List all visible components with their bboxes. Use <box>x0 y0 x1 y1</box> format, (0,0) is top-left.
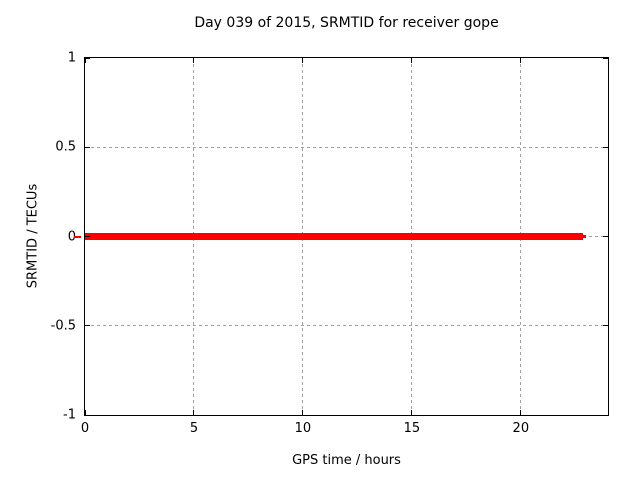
y-tick-mark-right <box>603 325 608 327</box>
y-tick-mark-left <box>85 414 90 416</box>
x-tick-mark-top <box>84 58 86 63</box>
y-gridline <box>85 146 608 148</box>
x-tick-mark-top <box>302 58 304 63</box>
x-tick-label: 10 <box>294 421 312 436</box>
y-tick-label: 1 <box>67 50 76 66</box>
x-tick-mark-bottom <box>84 410 86 415</box>
x-tick-mark-bottom <box>411 410 413 415</box>
y-tick-mark-right <box>603 146 608 148</box>
chart-title: Day 039 of 2015, SRMTID for receiver gop… <box>194 15 499 31</box>
x-tick-mark-bottom <box>302 410 304 415</box>
y-axis-label: SRMTID / TECUs <box>25 183 41 289</box>
y-tick-label: 0 <box>67 229 76 244</box>
series-line-srmtid <box>583 235 587 238</box>
x-tick-label: 5 <box>189 421 199 436</box>
y-tick-mark-right <box>603 57 608 59</box>
x-tick-mark-top <box>193 58 195 63</box>
y-tick-mark-left <box>85 236 90 237</box>
series-line-srmtid <box>74 235 82 238</box>
x-tick-mark-bottom <box>193 410 195 415</box>
y-tick-label: 0.5 <box>55 139 76 155</box>
x-tick-label: 0 <box>80 421 90 436</box>
y-tick-label: -0.5 <box>50 318 76 334</box>
x-axis-label: GPS time / hours <box>292 453 401 468</box>
series-line-srmtid <box>85 233 584 240</box>
y-tick-label: -1 <box>63 407 76 423</box>
y-tick-mark-right <box>603 414 608 416</box>
y-gridline <box>85 325 608 327</box>
x-tick-mark-top <box>411 58 413 63</box>
y-tick-mark-left <box>85 57 90 59</box>
y-tick-mark-right <box>603 236 608 237</box>
x-tick-mark-top <box>520 58 522 63</box>
plot-area: 0 5 10 15 20 1 0.5 0 -0.5 -1 <box>51 52 609 435</box>
x-tick-label: 20 <box>512 421 530 436</box>
x-tick-mark-bottom <box>520 410 522 415</box>
y-tick-mark-left <box>85 325 90 327</box>
y-tick-mark-left <box>85 146 90 148</box>
x-tick-label: 15 <box>403 421 421 436</box>
